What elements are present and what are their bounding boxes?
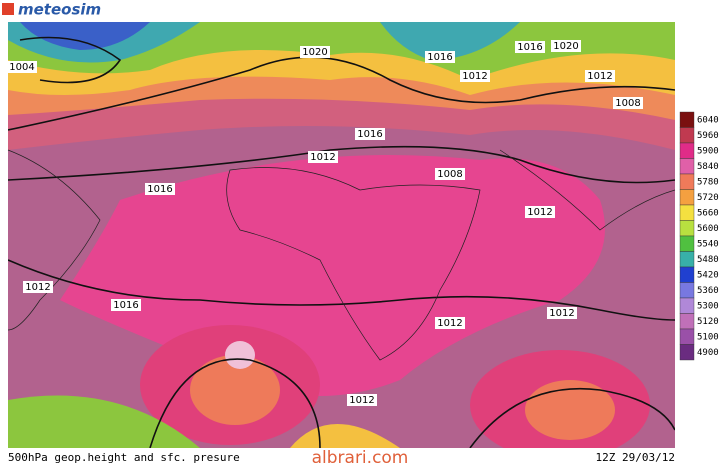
legend-swatch [679, 127, 695, 144]
legend-label: 5840 [697, 162, 719, 172]
isobar-label-box [347, 394, 377, 406]
isobar-label: 1012 [587, 71, 612, 82]
legend-label: 5720 [697, 193, 719, 203]
legend-label: 4900 [697, 348, 719, 358]
isobar-label-box [435, 317, 465, 329]
watermark: albrari.com [312, 448, 409, 466]
legend-label: 5420 [697, 270, 719, 280]
isobar-label: 1016 [113, 300, 138, 311]
legend-swatch [679, 344, 695, 361]
isobar-label: 1004 [9, 62, 34, 73]
isobar-label: 1016 [427, 52, 452, 63]
isobar-label: 1012 [437, 318, 462, 329]
legend-swatch [679, 297, 695, 314]
isobar-label: 1016 [357, 129, 382, 140]
legend-swatch [679, 266, 695, 283]
legend-swatch [679, 158, 695, 175]
isobar-label-box [308, 151, 338, 163]
legend-label: 5540 [697, 239, 719, 249]
isobar-label: 1016 [517, 42, 542, 53]
logo-mark [2, 3, 14, 15]
isobar-label-box [300, 46, 330, 58]
isobar-label-box [23, 281, 53, 293]
legend-swatch [679, 313, 695, 330]
isobar-label-box [425, 51, 455, 63]
legend-swatch [679, 142, 695, 159]
isobar-label: 1012 [349, 395, 374, 406]
legend-swatch [679, 189, 695, 206]
isobar-label-box [547, 307, 577, 319]
isobar-label: 1012 [549, 308, 574, 319]
legend-swatch [679, 251, 695, 268]
legend-swatch [679, 111, 695, 128]
isobar-label-box [551, 40, 581, 52]
legend-label: 5780 [697, 177, 719, 187]
isobar-label: 1016 [147, 184, 172, 195]
caption: 500hPa geop.height and sfc. presure [8, 451, 240, 464]
legend-label: 5600 [697, 224, 719, 234]
isobar-label: 1012 [310, 152, 335, 163]
legend-label: 5660 [697, 208, 719, 218]
legend-label: 5480 [697, 255, 719, 265]
isobar-label-box [460, 70, 490, 82]
coastlines [7, 149, 676, 361]
legend-label: 5300 [697, 301, 719, 311]
isobar-label-box [515, 41, 545, 53]
isobar-label-box [145, 183, 175, 195]
height-field [8, 22, 675, 448]
timestamp: 12Z 29/03/12 [596, 451, 675, 464]
legend-swatch [679, 328, 695, 345]
isobar-label: 1012 [25, 282, 50, 293]
isobar-label-box [7, 61, 37, 73]
isobar-label: 1008 [437, 169, 462, 180]
isobar-label-box [435, 168, 465, 180]
isobar-label: 1020 [553, 41, 578, 52]
legend-label: 5120 [697, 317, 719, 327]
legend-label: 6040 [697, 115, 719, 125]
isobar-label-box [355, 128, 385, 140]
isobar-label-box [111, 299, 141, 311]
legend-label: 5360 [697, 286, 719, 296]
isobar-label: 1008 [615, 98, 640, 109]
isobar-label-box [613, 97, 643, 109]
logo: meteosim [18, 1, 101, 19]
legend-swatch [679, 235, 695, 252]
legend-swatch [679, 220, 695, 237]
legend-swatch [679, 204, 695, 221]
legend-swatch [679, 173, 695, 190]
legend-label: 5100 [697, 332, 719, 342]
legend-label: 5900 [697, 146, 719, 156]
isobar-label-box [585, 70, 615, 82]
isobars [8, 36, 675, 448]
isobar-label-box [525, 206, 555, 218]
legend-label: 5960 [697, 131, 719, 141]
isobar-label: 1020 [302, 47, 327, 58]
isobar-label: 1012 [462, 71, 487, 82]
isobar-label: 1012 [527, 207, 552, 218]
legend-swatch [679, 282, 695, 299]
